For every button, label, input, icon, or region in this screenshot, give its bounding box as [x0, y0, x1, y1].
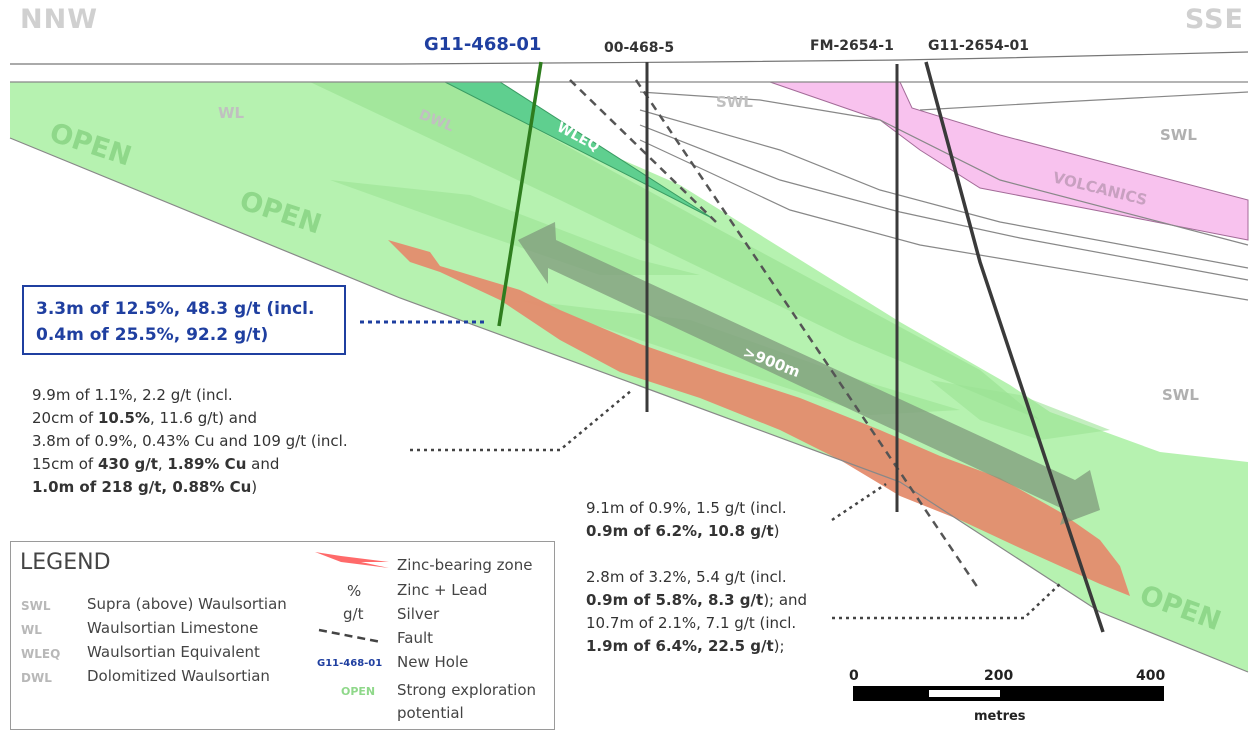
- scale-tick-400: 400: [1136, 668, 1166, 684]
- legend-abbr: WL: [21, 623, 42, 637]
- note-line: 0.9m of 5.8%, 8.3 g/t); and: [586, 591, 808, 609]
- scale-bar: [853, 686, 1164, 701]
- legend-text: Fault: [397, 629, 433, 647]
- fault-swatch: [318, 628, 382, 644]
- unit-label-swl-top: SWL: [716, 93, 753, 111]
- legend-symbol: %: [347, 582, 362, 600]
- legend-abbr: WLEQ: [21, 647, 61, 661]
- leader-dots: [832, 581, 1063, 620]
- intercept-note-g11-2654-01: 2.8m of 3.2%, 5.4 g/t (incl. 0.9m of 5.8…: [586, 566, 807, 658]
- leader-dots: [831, 482, 887, 522]
- hole-label-fm-2654-1: FM-2654-1: [810, 38, 894, 54]
- intercept-note-00-468-5: 9.9m of 1.1%, 2.2 g/t (incl. 20cm of 10.…: [32, 384, 348, 499]
- strike-arrow: [518, 222, 1100, 525]
- legend-text: Silver: [397, 605, 440, 623]
- unit-label-swl-lower: SWL: [1162, 386, 1199, 404]
- drill-hole-g11-2654-01: [924, 61, 1105, 633]
- legend-abbr: SWL: [21, 599, 51, 613]
- legend-text: Waulsortian Limestone: [87, 619, 259, 637]
- legend-text: potential: [397, 704, 464, 722]
- green-envelope: [10, 82, 1248, 672]
- base-line: [9, 137, 1249, 673]
- intercept-note-fm-2654-1: 9.1m of 0.9%, 1.5 g/t (incl. 0.9m of 6.2…: [586, 497, 787, 543]
- bedding-line: [639, 91, 1249, 246]
- note-line: 15cm of 430 g/t, 1.89% Cu and: [32, 455, 280, 473]
- legend-text: Strong exploration: [397, 681, 537, 699]
- direction-left: NNW: [20, 4, 98, 35]
- unit-label-swl-right: SWL: [1160, 126, 1197, 144]
- note-line: 0.9m of 6.2%, 10.8 g/t): [586, 522, 780, 540]
- scale-tick-200: 200: [984, 668, 1014, 684]
- legend-text: Waulsortian Equivalent: [87, 643, 260, 661]
- legend-symbol: g/t: [343, 605, 364, 623]
- callout-line: 3.3m of 12.5%, 48.3 g/t (incl.: [36, 299, 315, 319]
- bedding-line: [639, 124, 1249, 281]
- legend-abbr: DWL: [21, 671, 52, 685]
- note-line: 1.9m of 6.4%, 22.5 g/t);: [586, 637, 785, 655]
- fault-line: [634, 79, 980, 589]
- volcanics-band: [769, 81, 1249, 241]
- unit-label-wl: WL: [218, 104, 245, 122]
- zinc-bearing-zone: [388, 240, 1130, 596]
- legend-symbol: G11-468-01: [317, 658, 383, 669]
- note-line: 10.7m of 2.1%, 7.1 g/t (incl.: [586, 614, 797, 632]
- legend-text: Zinc + Lead: [397, 581, 488, 599]
- legend-title: LEGEND: [20, 550, 111, 575]
- fault-line: [569, 79, 717, 223]
- hole-label-00-468-5: 00-468-5: [604, 40, 675, 56]
- note-line: 20cm of 10.5%, 11.6 g/t) and: [32, 409, 257, 427]
- surface-line: [10, 51, 1249, 65]
- zinc-zone-swatch: [315, 552, 389, 568]
- scale-tick-0: 0: [849, 668, 859, 684]
- note-line: 9.9m of 1.1%, 2.2 g/t (incl.: [32, 386, 233, 404]
- bedding-line: [639, 139, 1249, 301]
- hole-label-g11-2654-01: G11-2654-01: [928, 38, 1030, 54]
- exploration-streak: [310, 82, 1040, 420]
- exploration-streak: [930, 380, 1110, 440]
- legend-text: Dolomitized Waulsortian: [87, 667, 270, 685]
- legend-text: Zinc-bearing zone: [397, 556, 533, 574]
- bedding-line: [919, 91, 1249, 111]
- legend-text: New Hole: [397, 653, 469, 671]
- note-line: 1.0m of 218 g/t, 0.88% Cu): [32, 478, 258, 496]
- bedding-line: [639, 109, 1249, 269]
- note-line: 9.1m of 0.9%, 1.5 g/t (incl.: [586, 499, 787, 517]
- leader-dots: [410, 389, 633, 452]
- legend-text: Supra (above) Waulsortian: [87, 595, 287, 613]
- callout-line: 0.4m of 25.5%, 92.2 g/t): [36, 325, 269, 345]
- scale-unit: metres: [974, 709, 1026, 724]
- note-line: 3.8m of 0.9%, 0.43% Cu and 109 g/t (incl…: [32, 432, 348, 450]
- direction-right: SSE: [1184, 4, 1244, 35]
- hole-label-new: G11-468-01: [424, 34, 542, 55]
- legend: LEGEND SWL Supra (above) Waulsortian WL …: [10, 541, 555, 730]
- legend-symbol: OPEN: [341, 685, 376, 698]
- drill-hole-g11-468-01: [497, 61, 543, 327]
- note-line: 2.8m of 3.2%, 5.4 g/t (incl.: [586, 568, 787, 586]
- new-hole-intercept-callout: 3.3m of 12.5%, 48.3 g/t (incl. 0.4m of 2…: [22, 285, 346, 355]
